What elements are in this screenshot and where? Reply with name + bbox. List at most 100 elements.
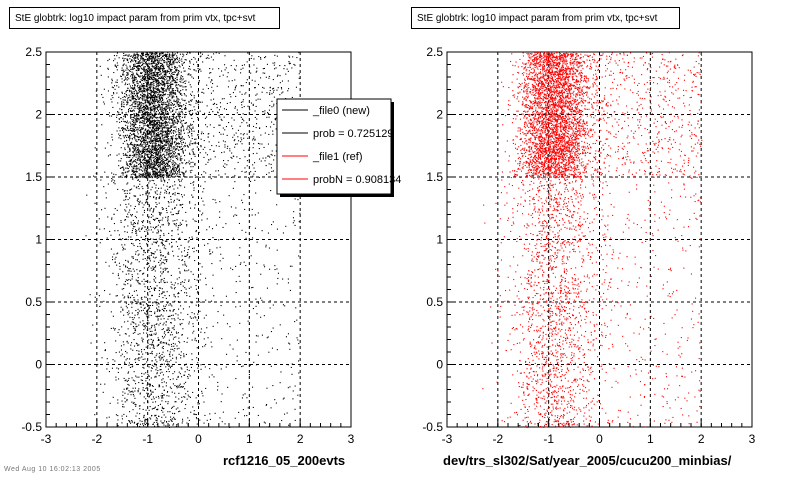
- scatter-point: [137, 153, 139, 155]
- scatter-point: [161, 91, 163, 93]
- scatter-point: [167, 128, 169, 130]
- scatter-point: [135, 102, 137, 104]
- scatter-point: [173, 100, 175, 102]
- scatter-point: [168, 98, 170, 100]
- scatter-point: [139, 103, 141, 105]
- scatter-point: [171, 162, 173, 164]
- scatter-point: [152, 148, 154, 150]
- scatter-point: [139, 85, 141, 87]
- scatter-point: [141, 68, 143, 70]
- scatter-point: [127, 89, 129, 91]
- scatter-point: [167, 130, 169, 132]
- scatter-point: [127, 101, 129, 103]
- scatter-point: [136, 107, 138, 109]
- scatter-point: [152, 347, 154, 349]
- scatter-point: [240, 68, 242, 70]
- scatter-point: [262, 86, 264, 88]
- scatter-point: [162, 127, 164, 129]
- scatter-point: [247, 105, 249, 107]
- scatter-point: [193, 189, 195, 191]
- scatter-point: [164, 151, 166, 153]
- scatter-point: [132, 98, 134, 100]
- scatter-point: [143, 373, 145, 375]
- scatter-point: [157, 113, 159, 115]
- scatter-point: [194, 337, 196, 339]
- scatter-point: [96, 406, 98, 408]
- scatter-point: [111, 136, 113, 138]
- scatter-point: [144, 101, 146, 103]
- scatter-point: [126, 154, 128, 156]
- scatter-point: [118, 165, 120, 167]
- scatter-point: [139, 200, 141, 202]
- scatter-point: [168, 61, 170, 63]
- scatter-point: [173, 161, 175, 163]
- scatter-point: [109, 402, 111, 404]
- scatter-point: [227, 160, 229, 162]
- scatter-point: [153, 71, 155, 73]
- scatter-point: [162, 80, 164, 82]
- scatter-point: [205, 163, 207, 165]
- scatter-point: [124, 147, 126, 149]
- scatter-point: [271, 93, 273, 95]
- scatter-point: [279, 82, 281, 84]
- scatter-point: [134, 154, 136, 156]
- scatter-point: [133, 101, 135, 103]
- scatter-point: [224, 141, 226, 143]
- scatter-point: [151, 152, 153, 154]
- scatter-point: [161, 58, 163, 60]
- scatter-point: [132, 349, 134, 351]
- scatter-point: [161, 63, 163, 65]
- scatter-point: [194, 138, 196, 140]
- scatter-point: [154, 147, 156, 149]
- scatter-point: [159, 120, 161, 122]
- scatter-point: [192, 152, 194, 154]
- scatter-point: [150, 142, 152, 144]
- scatter-point: [149, 258, 151, 260]
- scatter-point: [132, 130, 134, 132]
- scatter-point: [200, 146, 202, 148]
- scatter-point: [118, 118, 120, 120]
- scatter-point: [151, 108, 153, 110]
- scatter-point: [162, 137, 164, 139]
- scatter-point: [229, 102, 231, 104]
- scatter-point: [174, 176, 176, 178]
- scatter-point: [156, 108, 158, 110]
- scatter-point: [162, 88, 164, 90]
- scatter-point: [104, 207, 106, 209]
- scatter-point: [140, 166, 142, 168]
- scatter-point: [147, 75, 149, 77]
- scatter-point: [250, 57, 252, 59]
- scatter-point: [154, 62, 156, 64]
- scatter-point: [130, 130, 132, 132]
- scatter-point: [154, 139, 156, 141]
- scatter-point: [281, 80, 283, 82]
- scatter-point: [131, 68, 133, 70]
- scatter-point: [161, 169, 163, 171]
- scatter-point: [172, 57, 174, 59]
- scatter-point: [148, 141, 150, 143]
- scatter-point: [160, 156, 162, 158]
- scatter-point: [147, 145, 149, 147]
- scatter-point: [155, 107, 157, 109]
- scatter-point: [163, 118, 165, 120]
- scatter-point: [107, 90, 109, 92]
- scatter-point: [104, 342, 106, 344]
- scatter-point: [164, 263, 166, 265]
- scatter-point: [262, 68, 264, 70]
- scatter-point: [266, 116, 268, 118]
- scatter-point: [184, 176, 186, 178]
- scatter-point: [224, 146, 226, 148]
- scatter-point: [125, 279, 127, 281]
- scatter-point: [143, 109, 145, 111]
- scatter-point: [189, 176, 191, 178]
- scatter-point: [150, 216, 152, 218]
- scatter-point: [253, 167, 255, 169]
- scatter-point: [146, 111, 148, 113]
- scatter-point: [149, 123, 151, 125]
- scatter-point: [140, 117, 142, 119]
- scatter-point: [148, 115, 150, 117]
- scatter-point: [136, 175, 138, 177]
- scatter-point: [165, 168, 167, 170]
- scatter-point: [120, 134, 122, 136]
- scatter-point: [99, 65, 101, 67]
